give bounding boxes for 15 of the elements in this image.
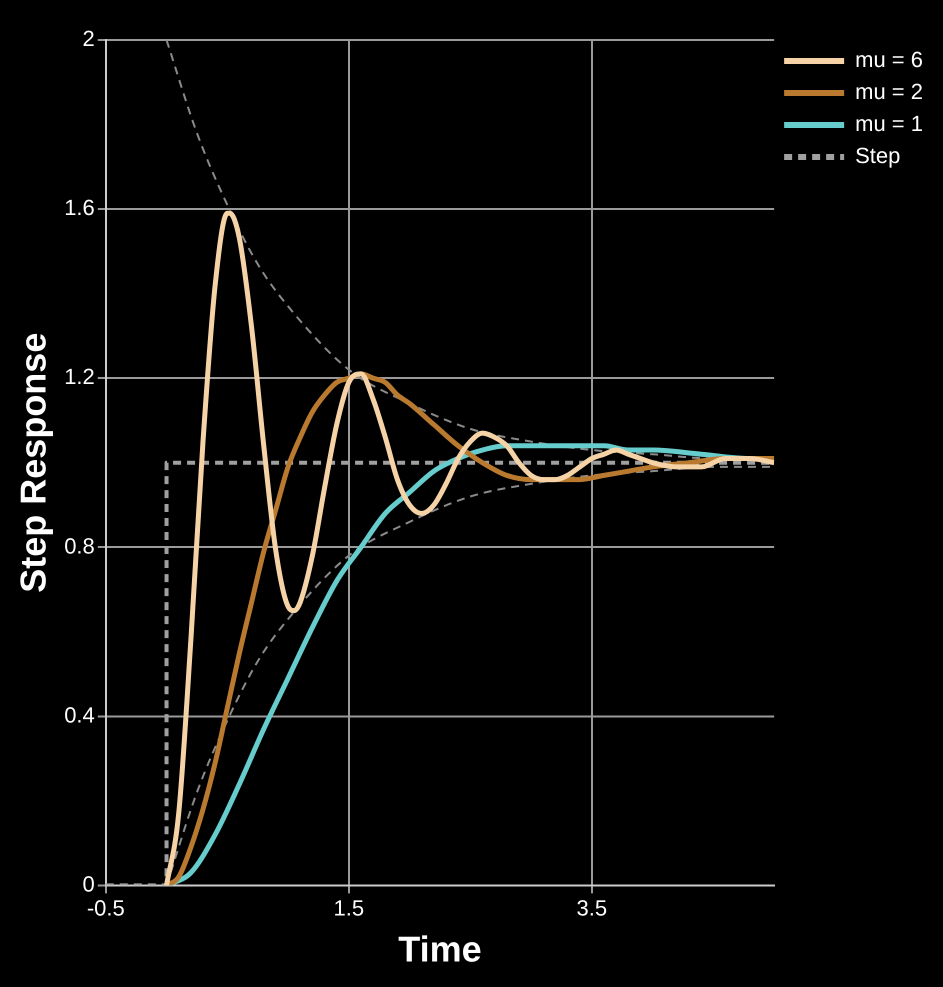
y-tick-label: 0.8 [64,533,95,558]
y-tick-label: 0 [82,871,95,896]
y-tick-label: 2 [82,26,95,52]
legend-label: mu = 1 [855,111,924,136]
legend-label: mu = 2 [855,79,924,104]
y-tick-label: 1.2 [64,364,95,390]
y-tick-label: 1.6 [64,195,95,220]
x-tick-label: 1.5 [334,896,364,921]
legend-label: Step [855,143,900,168]
x-tick-label: -0.5 [86,896,125,921]
x-axis-title: Time [398,928,482,970]
x-tick-label: 3.5 [576,896,608,921]
y-axis-title: Step Response [12,332,54,593]
legend-label: mu = 6 [855,47,924,72]
y-tick-label: 0.4 [64,702,95,728]
